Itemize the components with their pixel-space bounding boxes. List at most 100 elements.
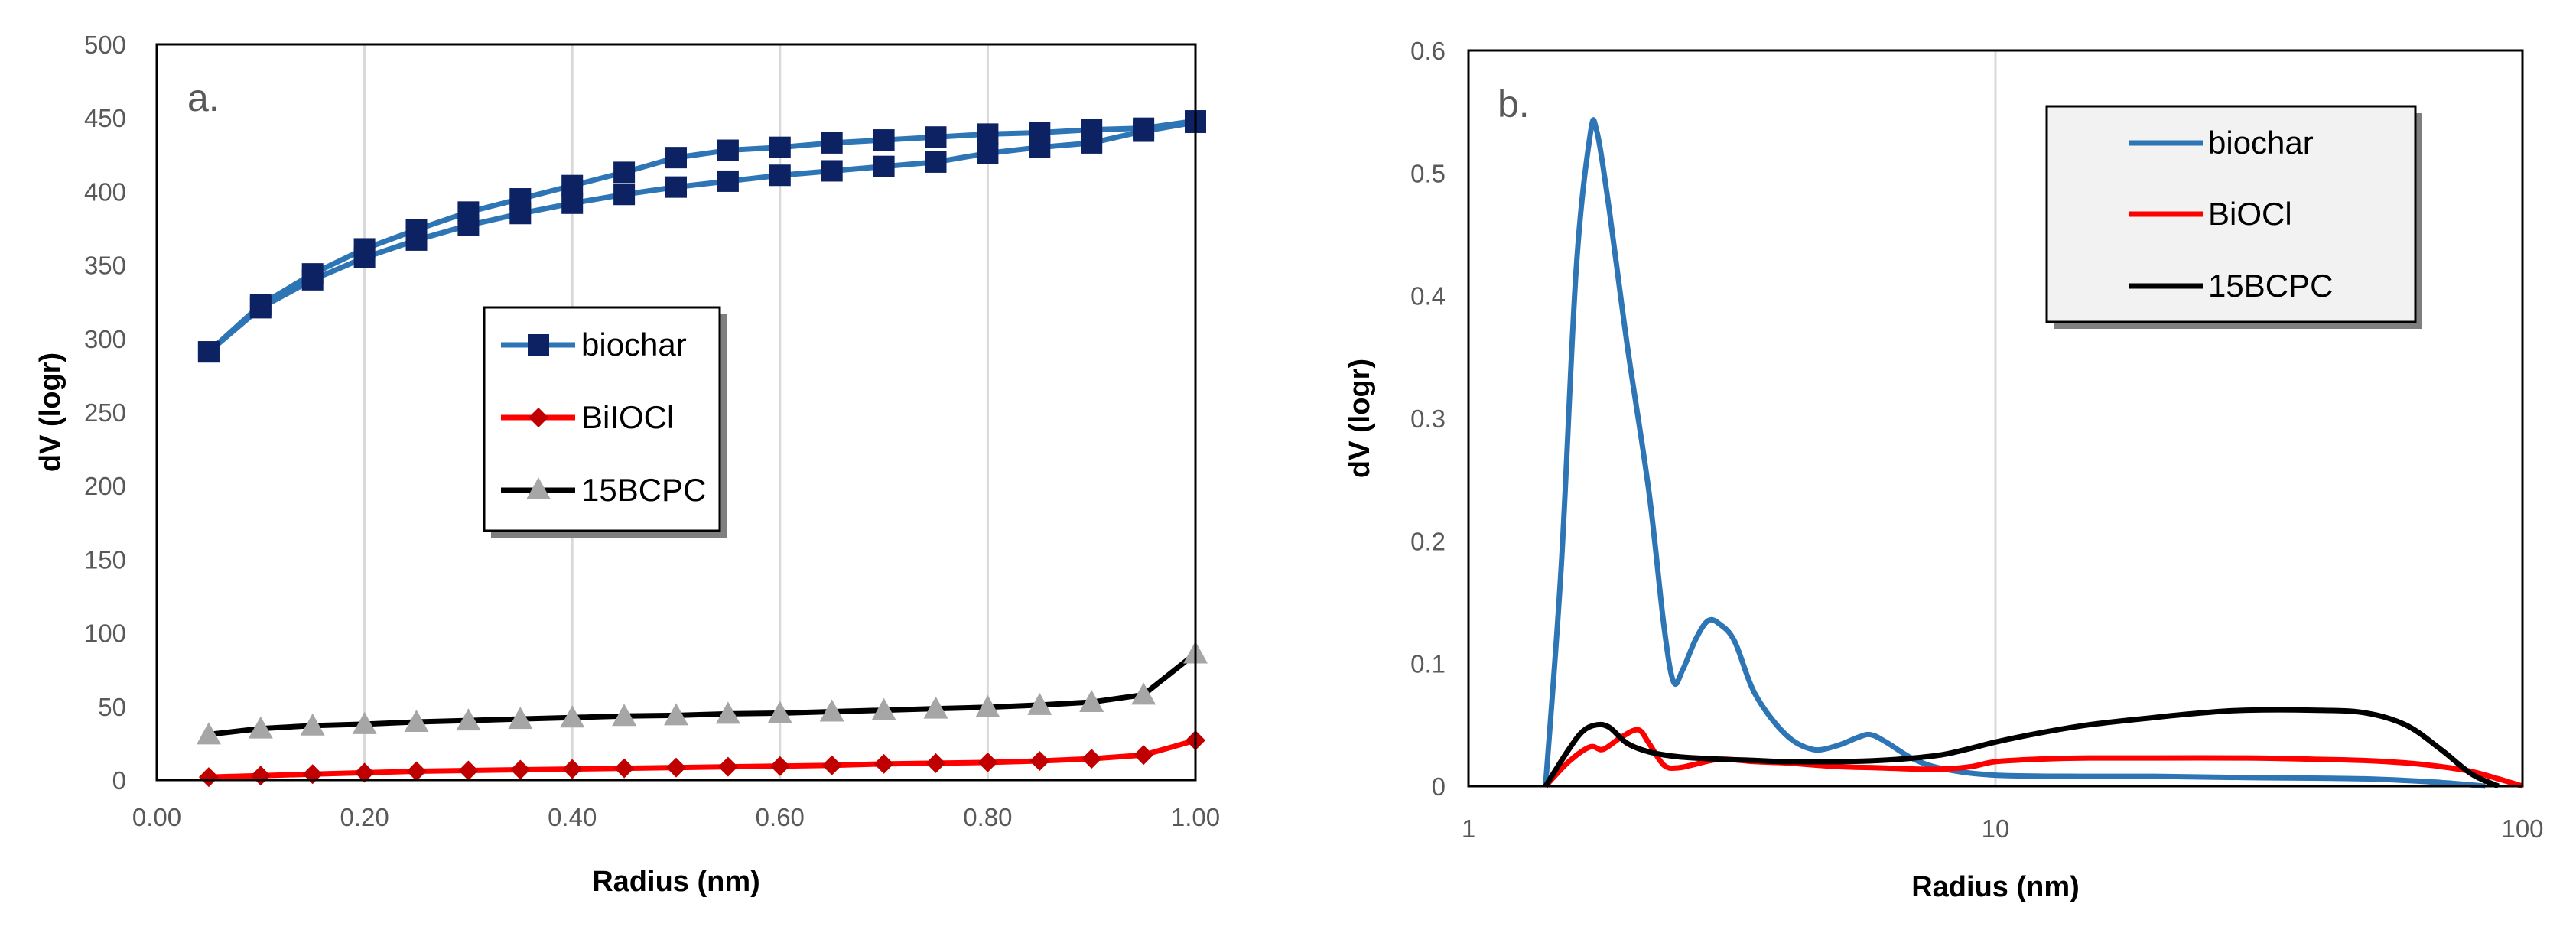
data-point-biochar xyxy=(665,176,687,198)
panel-b-label: b. xyxy=(1498,83,1530,125)
legend-a-marker-15bcpc xyxy=(526,477,551,499)
panel-b: 0 0.1 0.2 0.3 0.4 0.5 0.6 1 10 100 b. Radius (nm… xyxy=(1344,37,2544,903)
panel-a-y-tick-label: 250 xyxy=(84,398,126,427)
legend-a-marker-biiocl xyxy=(529,408,548,427)
panel-b-y-tick-label: 0 xyxy=(1432,772,1446,801)
panel-b-y-tick-labels: 0 0.1 0.2 0.3 0.4 0.5 0.6 xyxy=(1410,37,1446,801)
data-point-biochar xyxy=(873,155,895,177)
panel-b-y-tick-label: 0.5 xyxy=(1410,159,1446,187)
data-point-biochar xyxy=(769,136,791,158)
data-point-15bcpc xyxy=(456,708,481,731)
legend-a-marker-biochar xyxy=(528,334,549,356)
panel-a-x-tick-label: 0.00 xyxy=(132,803,181,831)
data-point-biiocl xyxy=(614,758,635,779)
panel-a-y-tick-label: 50 xyxy=(98,693,126,721)
data-point-biiocl xyxy=(925,753,946,773)
data-point-biochar xyxy=(197,341,220,363)
panel-a-y-tick-labels: 0 50 100 150 200 250 300 350 400 450 500 xyxy=(84,31,126,795)
data-point-biiocl xyxy=(1029,750,1050,771)
series-a-biochar xyxy=(197,110,1206,363)
data-point-biiocl xyxy=(458,760,479,781)
data-point-biiocl xyxy=(1081,749,1102,769)
data-point-biochar xyxy=(665,147,687,169)
legend-a-label-15bcpc: 15BCPC xyxy=(581,472,706,508)
data-point-15bcpc xyxy=(767,701,792,723)
data-point-15bcpc xyxy=(664,703,688,726)
panel-a-y-tick-label: 300 xyxy=(84,325,126,353)
panel-b-x-tick-labels: 1 10 100 xyxy=(1462,814,2544,843)
data-point-biochar xyxy=(821,160,843,182)
data-point-15bcpc xyxy=(1027,692,1052,715)
data-point-biochar xyxy=(977,142,999,164)
panel-b-legend-box xyxy=(2045,105,2417,323)
series-b-line-biochar xyxy=(1543,117,2486,789)
data-point-15bcpc xyxy=(560,705,585,728)
panel-b-x-tick-label: 100 xyxy=(2501,814,2543,843)
panel-a-x-tick-label: 0.20 xyxy=(340,803,389,831)
data-point-15bcpc xyxy=(923,696,948,719)
panel-a-series xyxy=(196,110,1208,788)
panel-b-plot-frame xyxy=(1467,49,2524,788)
data-point-biochar xyxy=(613,161,636,184)
data-point-biiocl xyxy=(1134,745,1154,766)
data-point-biochar xyxy=(457,214,480,236)
data-point-biiocl xyxy=(406,761,427,782)
legend-a-label-biiocl: BiIOCl xyxy=(581,399,674,435)
legend-b-label-biochar: biochar xyxy=(2208,125,2314,161)
panel-a-y-tick-label: 450 xyxy=(84,104,126,132)
panel-b-legend: biochar BiOCl 15BCPC xyxy=(2045,105,2422,329)
series-b-line-15bcpc xyxy=(1543,707,2500,789)
data-point-biiocl xyxy=(873,753,894,774)
panel-b-series xyxy=(1543,117,2524,789)
panel-a-x-axis-title: Radius (nm) xyxy=(592,866,760,898)
data-point-biochar xyxy=(405,229,428,251)
panel-b-y-tick-label: 0.3 xyxy=(1410,405,1446,433)
panel-a-y-tick-label: 200 xyxy=(84,472,126,500)
panel-b-x-tick-label: 1 xyxy=(1462,814,1475,843)
legend-b-label-biocl: BiOCl xyxy=(2208,196,2292,232)
data-point-15bcpc xyxy=(871,697,896,720)
panel-a-y-tick-label: 400 xyxy=(84,177,126,206)
data-point-15bcpc xyxy=(1131,682,1156,705)
panel-b-y-tick-label: 0.6 xyxy=(1410,37,1446,65)
data-point-biiocl xyxy=(562,759,583,779)
data-point-biochar xyxy=(1133,120,1155,142)
legend-b-label-15bcpc: 15BCPC xyxy=(2208,268,2333,304)
panel-a-x-tick-label: 1.00 xyxy=(1171,803,1220,831)
data-point-biiocl xyxy=(717,756,738,777)
panel-a-y-tick-label: 350 xyxy=(84,252,126,280)
data-point-biiocl xyxy=(250,766,271,786)
series-a-line-15bcpc xyxy=(208,651,1198,737)
legend-a-label-biochar: biochar xyxy=(581,327,687,362)
panel-b-x-axis-title: Radius (nm) xyxy=(1911,871,2080,903)
panel-a-legend: biochar BiIOCl 15BCPC xyxy=(483,306,727,538)
data-point-biiocl xyxy=(977,752,998,772)
panel-a-plot-frame xyxy=(155,43,1197,782)
panel-a-label: a. xyxy=(187,76,220,119)
series-b-line-biocl xyxy=(1543,727,2524,789)
data-point-15bcpc xyxy=(404,710,429,733)
data-point-biochar xyxy=(977,123,999,145)
series-a-15bcpc xyxy=(196,641,1208,745)
data-point-biochar xyxy=(717,139,739,161)
data-point-15bcpc xyxy=(196,722,221,745)
data-point-biiocl xyxy=(354,762,375,783)
panel-b-y-tick-label: 0.2 xyxy=(1410,527,1446,555)
data-point-15bcpc xyxy=(715,701,740,724)
data-point-15bcpc xyxy=(300,713,325,736)
data-point-15bcpc xyxy=(612,704,637,727)
data-point-biochar xyxy=(613,184,636,206)
panel-a-y-tick-label: 150 xyxy=(84,545,126,574)
data-point-biochar xyxy=(301,268,324,291)
data-point-15bcpc xyxy=(508,707,533,730)
panel-b-y-axis-title: dV (logr) xyxy=(1344,359,1376,478)
panel-b-y-tick-label: 0.1 xyxy=(1410,650,1446,678)
data-point-biiocl xyxy=(510,759,531,780)
data-point-biochar xyxy=(769,164,791,187)
data-point-biochar xyxy=(509,203,532,225)
series-a-biiocl xyxy=(198,730,1205,788)
data-point-biochar xyxy=(925,151,947,173)
data-point-15bcpc xyxy=(248,716,273,739)
data-point-biochar xyxy=(821,132,843,154)
data-point-15bcpc xyxy=(819,699,844,722)
